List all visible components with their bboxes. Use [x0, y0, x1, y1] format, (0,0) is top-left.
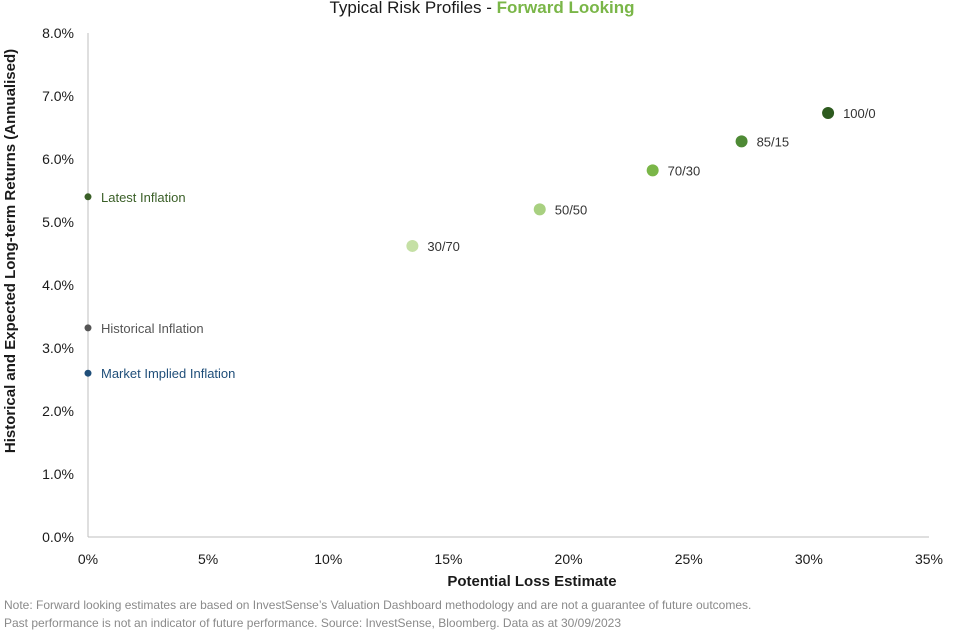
y-tick-label: 4.0%: [42, 277, 74, 293]
x-tick-label: 30%: [795, 551, 823, 567]
y-tick-label: 0.0%: [42, 529, 74, 545]
y-tick-label: 5.0%: [42, 214, 74, 230]
y-tick-label: 1.0%: [42, 466, 74, 482]
y-tick-label: 2.0%: [42, 403, 74, 419]
x-tick-label: 35%: [915, 551, 943, 567]
x-axis-label: Potential Loss Estimate: [447, 573, 616, 590]
chart-title: Typical Risk Profiles - Forward Looking: [0, 0, 964, 18]
scatter-chart: 0.0% 1.0% 2.0% 3.0% 4.0% 5.0% 6.0% 7.0% 8.0% 0% 5%…: [2, 25, 943, 590]
x-tick-label: 0%: [78, 551, 98, 567]
x-tick-label: 10%: [314, 551, 342, 567]
data-label: 85/15: [757, 134, 790, 149]
x-tick-label: 20%: [555, 551, 583, 567]
data-label: 70/30: [668, 163, 701, 178]
y-axis-label: Historical and Expected Long-term Return…: [2, 49, 19, 453]
chart-title-highlight: Forward Looking: [496, 0, 635, 17]
data-point: [84, 324, 92, 332]
tick-labels: 0.0% 1.0% 2.0% 3.0% 4.0% 5.0% 6.0% 7.0% 8.0% 0% 5%…: [42, 25, 943, 567]
y-tick-label: 6.0%: [42, 151, 74, 167]
y-tick-label: 7.0%: [42, 88, 74, 104]
data-label: 50/50: [555, 202, 588, 217]
data-label: 100/0: [843, 106, 876, 121]
footnote-line-2: Past performance is not an indicator of …: [4, 616, 622, 630]
data-point: [406, 239, 419, 252]
data-point: [735, 135, 748, 148]
data-label: Latest Inflation: [101, 190, 186, 205]
y-tick-label: 8.0%: [42, 25, 74, 41]
data-point: [533, 203, 546, 216]
x-tick-label: 25%: [675, 551, 703, 567]
chart-title-main: Typical Risk Profiles -: [329, 0, 497, 17]
data-label: Market Implied Inflation: [101, 366, 235, 381]
footnote-line-1: Note: Forward looking estimates are base…: [4, 598, 752, 612]
data-points: 30/70 50/50 70/30 85/15 100/0 Latest Inflatio…: [84, 106, 876, 381]
x-tick-label: 5%: [198, 551, 218, 567]
data-label: 30/70: [427, 239, 460, 254]
data-point: [84, 193, 92, 201]
x-tick-label: 15%: [434, 551, 462, 567]
axes: [87, 33, 929, 538]
data-point: [646, 164, 659, 177]
data-point: [84, 369, 92, 377]
y-tick-label: 3.0%: [42, 340, 74, 356]
data-label: Historical Inflation: [101, 321, 204, 336]
data-point: [822, 107, 835, 120]
